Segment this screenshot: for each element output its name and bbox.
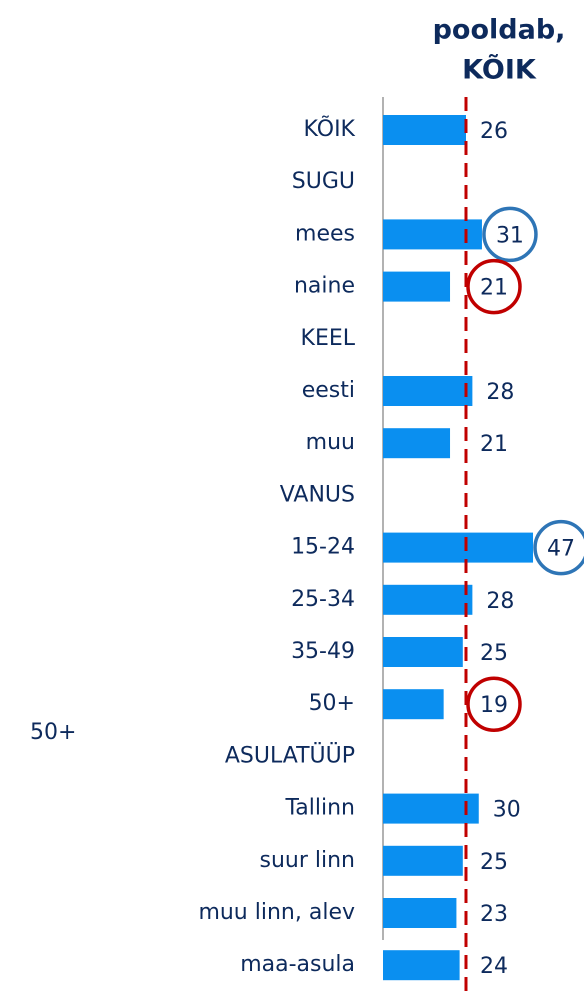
chart-title: KÕIK <box>462 54 537 86</box>
category-label: KÕIK <box>304 115 356 142</box>
data-label: 25 <box>480 850 508 875</box>
category-label: SUGU <box>292 169 355 194</box>
category-label: 25-34 <box>291 587 355 612</box>
data-label: 21 <box>480 432 508 457</box>
category-label: suur linn <box>260 848 356 873</box>
data-label: 19 <box>480 693 508 718</box>
category-label: mees <box>295 221 355 246</box>
category-label: ASULATÜÜP <box>225 742 355 768</box>
category-label: 15-24 <box>291 535 355 560</box>
category-label: eesti <box>302 378 355 403</box>
category-label: Tallinn <box>284 796 355 821</box>
data-label: 28 <box>486 380 514 405</box>
highlight-circle <box>466 676 522 732</box>
category-label: 35-49 <box>291 639 355 664</box>
category-label: VANUS <box>280 482 355 507</box>
bar <box>383 584 473 615</box>
data-label: 26 <box>480 119 508 144</box>
bar <box>383 115 466 145</box>
data-label: 23 <box>480 902 508 927</box>
bar <box>383 271 451 302</box>
data-label: 47 <box>547 537 575 562</box>
chart-title: pooldab, <box>433 15 566 46</box>
category-label: muu <box>306 430 355 455</box>
bar <box>383 532 534 563</box>
data-label: 24 <box>480 954 508 979</box>
category-label: naine <box>294 274 355 299</box>
category-label: muu linn, alev <box>198 900 355 925</box>
bar <box>383 793 479 824</box>
highlight-circle <box>482 206 538 263</box>
bar <box>383 845 463 876</box>
bar <box>383 950 460 981</box>
category-label: 50+ <box>309 691 355 716</box>
category-label: KEEL <box>301 326 356 351</box>
category-label: maa-asula <box>240 952 355 977</box>
data-label: 30 <box>493 798 521 823</box>
highlight-circle <box>466 258 522 315</box>
bar <box>383 376 473 406</box>
data-label: 28 <box>486 589 514 614</box>
bar <box>383 428 451 459</box>
data-label: 21 <box>480 276 508 301</box>
bar <box>383 637 463 667</box>
bar <box>383 689 444 720</box>
data-label: 31 <box>496 223 524 248</box>
bar <box>383 898 457 928</box>
data-label: 25 <box>480 641 508 666</box>
highlight-circle <box>533 519 584 576</box>
annotation: 50+ <box>30 720 76 745</box>
